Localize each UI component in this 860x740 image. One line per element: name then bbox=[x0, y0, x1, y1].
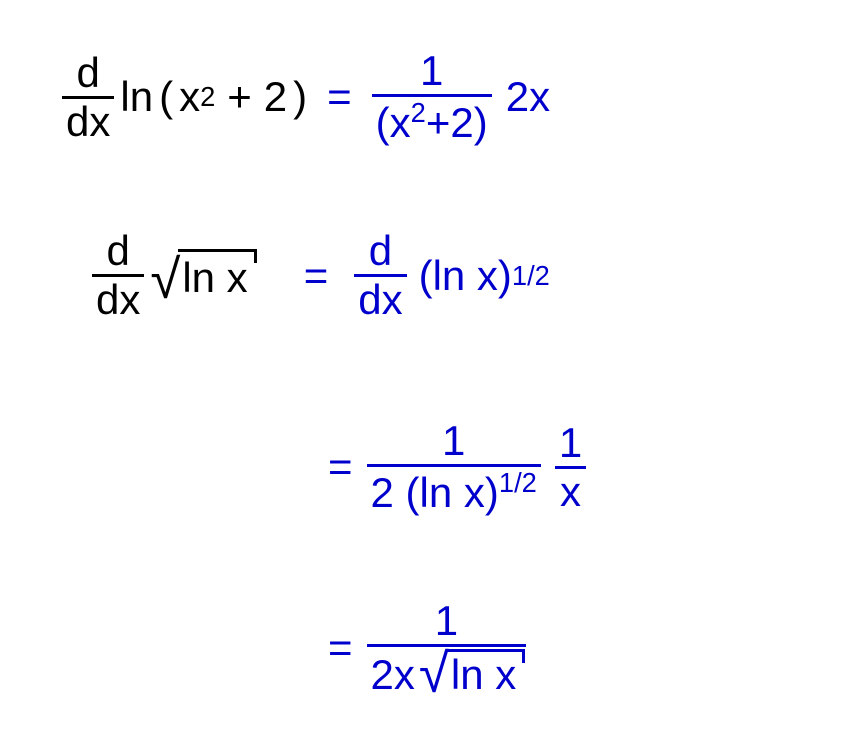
lparen-1: ( bbox=[159, 73, 173, 121]
equation-row-1: d dx ln ( x2 + 2 ) = 1 (x2+2) 2x bbox=[62, 50, 564, 144]
sqrt-vinculum: ln x bbox=[178, 249, 253, 302]
equals-1: = bbox=[327, 73, 352, 121]
den-tail: +2 bbox=[426, 99, 474, 146]
den-lparen: ( bbox=[376, 99, 390, 146]
final-sqrt-vinc: ln x bbox=[447, 649, 522, 696]
final-frac: 1 2x √ ln x bbox=[367, 600, 527, 696]
arg-x2-sup: 2 bbox=[200, 81, 215, 113]
equation-row-4: = 1 2x √ ln x bbox=[314, 600, 526, 696]
ddx-operator-3: d dx bbox=[354, 230, 406, 321]
lnx-base: (ln x) bbox=[419, 252, 512, 300]
equals-4: = bbox=[328, 624, 353, 672]
ddx-denominator: dx bbox=[62, 99, 114, 143]
final-sqrt-radicand: ln x bbox=[451, 651, 516, 698]
den-rparen: ) bbox=[474, 99, 488, 146]
rparen-1: ) bbox=[293, 73, 307, 121]
ddx-operator-2: d dx bbox=[92, 230, 144, 321]
ln-label: ln bbox=[120, 73, 153, 121]
c1x-den: x bbox=[556, 469, 585, 513]
final-den: 2x √ ln x bbox=[367, 647, 527, 696]
ddx2-den: dx bbox=[92, 277, 144, 321]
sqrt-lnx: √ ln x bbox=[150, 249, 253, 302]
prf-num: 1 bbox=[438, 420, 469, 464]
sqrt-hook bbox=[254, 249, 257, 263]
two-literal: 2 bbox=[264, 73, 287, 121]
ddx-numerator: d bbox=[73, 52, 104, 96]
chain-outer-num: 1 bbox=[416, 50, 447, 94]
power-rule-frac: 1 2 (ln x)1/2 bbox=[367, 420, 541, 514]
c1x-num: 1 bbox=[555, 422, 586, 466]
sqrt-radicand: ln x bbox=[182, 254, 247, 301]
ddx3-den: dx bbox=[354, 277, 406, 321]
ddx-operator: d dx bbox=[62, 52, 114, 143]
prf-den-exp: 1/2 bbox=[499, 467, 537, 498]
prf-den: 2 (ln x)1/2 bbox=[367, 467, 541, 514]
equation-row-2: d dx √ ln x = d dx (ln x)1/2 bbox=[92, 230, 556, 321]
chain-outer-frac: 1 (x2+2) bbox=[372, 50, 492, 144]
lnx-power-half: (ln x)1/2 bbox=[419, 252, 550, 300]
final-sqrt-hook bbox=[522, 649, 525, 663]
prf-den-base: 2 (ln x) bbox=[371, 469, 499, 516]
chain-outer-den: (x2+2) bbox=[372, 97, 492, 144]
equals-2: = bbox=[304, 252, 329, 300]
final-den-2x: 2x bbox=[371, 654, 415, 696]
final-num: 1 bbox=[431, 600, 462, 644]
lnx-exp-half: 1/2 bbox=[512, 260, 550, 292]
arg-x2-base: x bbox=[179, 73, 200, 121]
equation-row-3: = 1 2 (ln x)1/2 1 x bbox=[314, 420, 600, 514]
final-sqrt-sign: √ bbox=[419, 652, 449, 696]
chain-inner-2x: 2x bbox=[506, 73, 550, 121]
ddx2-num: d bbox=[103, 230, 134, 274]
final-sqrt: √ ln x bbox=[419, 649, 522, 696]
den-x2-sup: 2 bbox=[411, 97, 426, 128]
equals-3: = bbox=[328, 443, 353, 491]
sqrt-sign: √ bbox=[150, 258, 180, 302]
plus-1: + bbox=[227, 73, 252, 121]
ddx3-num: d bbox=[365, 230, 396, 274]
arg-x2: x2 bbox=[179, 73, 215, 121]
chain-1overx: 1 x bbox=[555, 422, 586, 513]
den-x2-base: x bbox=[390, 99, 411, 146]
